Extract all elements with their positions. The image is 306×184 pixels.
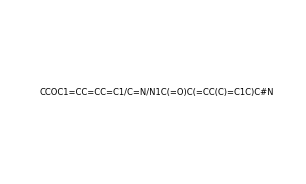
Text: CCOC1=CC=CC=C1/C=N/N1C(=O)C(=CC(C)=C1C)C#N: CCOC1=CC=CC=C1/C=N/N1C(=O)C(=CC(C)=C1C)C… (39, 89, 274, 97)
